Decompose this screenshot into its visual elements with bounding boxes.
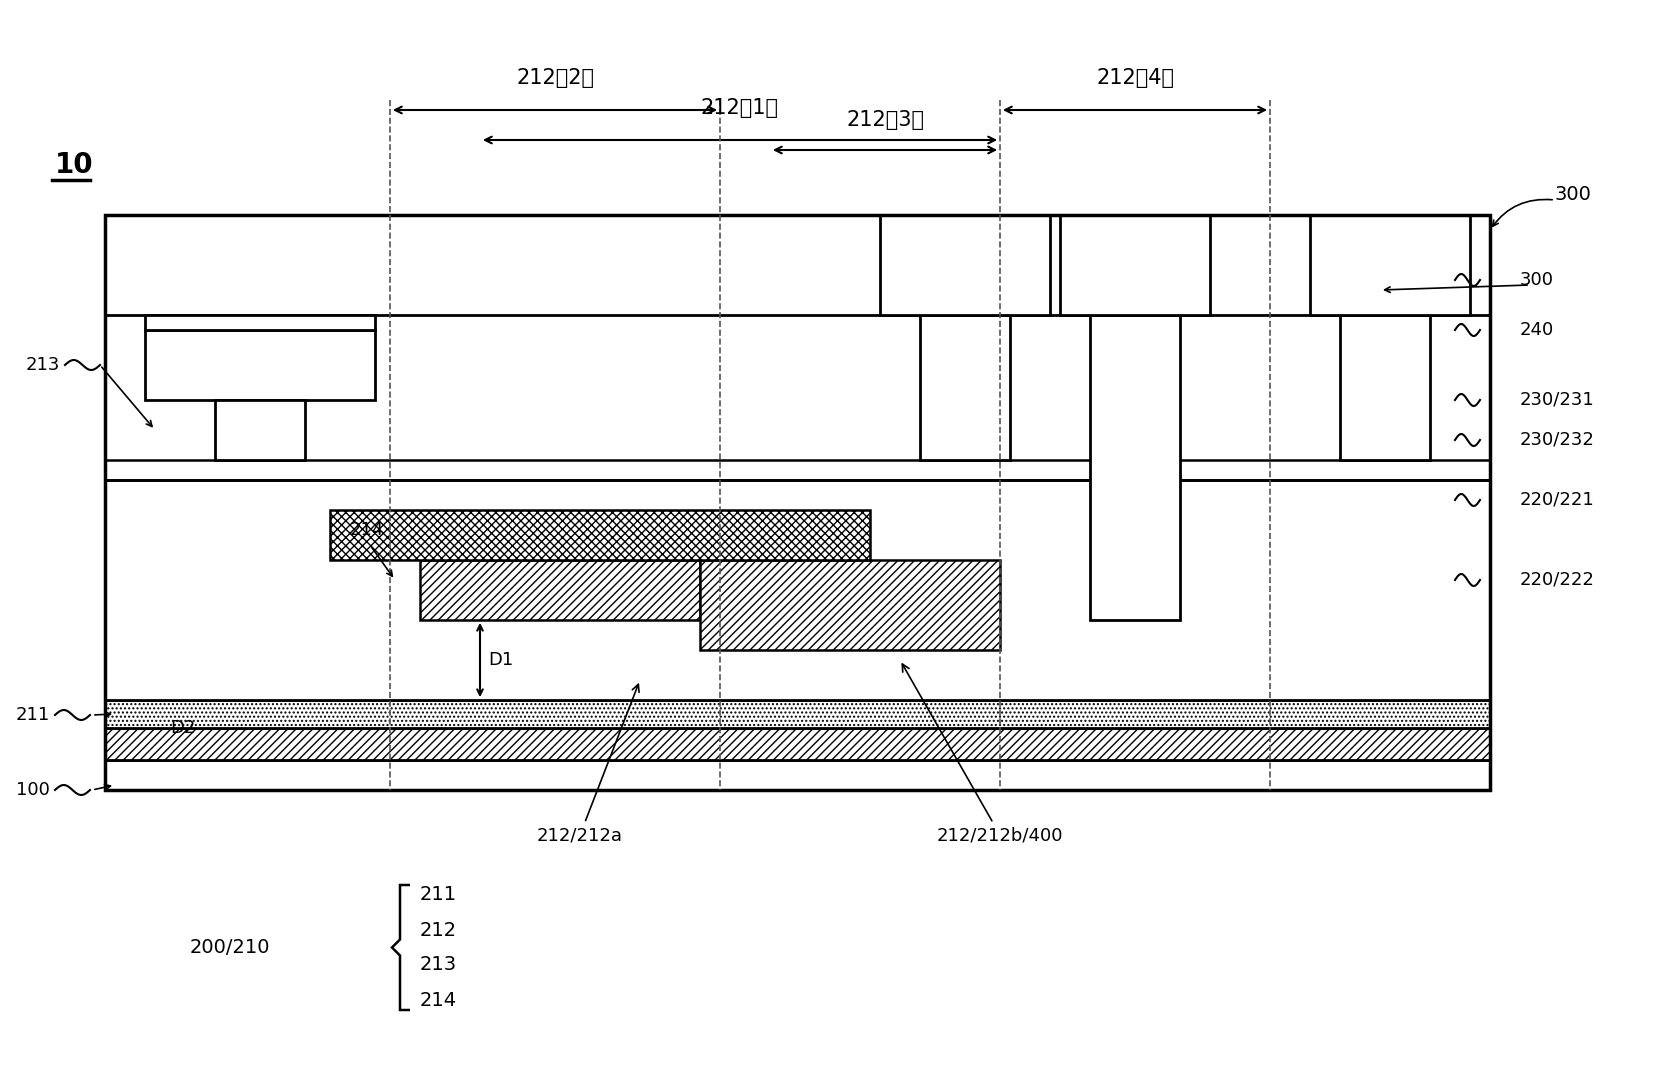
Bar <box>215 400 305 460</box>
Bar <box>144 330 374 400</box>
Text: 213: 213 <box>25 356 60 374</box>
Text: 240: 240 <box>1520 321 1554 339</box>
Bar <box>420 560 700 619</box>
Text: 212: 212 <box>420 921 456 939</box>
Text: 212（1）: 212（1） <box>701 97 779 118</box>
Bar <box>331 510 869 560</box>
Text: 214: 214 <box>351 521 384 539</box>
Text: 211: 211 <box>420 886 456 904</box>
Bar <box>1060 216 1210 315</box>
Text: 200/210: 200/210 <box>190 938 270 957</box>
Text: 230/232: 230/232 <box>1520 431 1594 449</box>
Text: D2: D2 <box>169 719 195 738</box>
Text: 212/212a: 212/212a <box>537 684 639 844</box>
Bar <box>879 216 1050 315</box>
Text: 220/222: 220/222 <box>1520 571 1594 589</box>
Bar <box>106 728 1490 760</box>
Text: 212（4）: 212（4） <box>1096 68 1175 88</box>
Text: 230/231: 230/231 <box>1520 391 1594 409</box>
Bar <box>1311 216 1470 315</box>
Bar <box>106 700 1490 728</box>
Bar <box>106 480 1490 700</box>
Text: D1: D1 <box>488 651 513 669</box>
Bar <box>700 560 1000 650</box>
Bar <box>106 760 1490 790</box>
Text: 300: 300 <box>1520 271 1554 289</box>
Bar <box>106 216 1490 790</box>
Text: 211: 211 <box>15 706 50 725</box>
Text: 212（2）: 212（2） <box>517 68 594 88</box>
Text: 212（3）: 212（3） <box>846 110 925 130</box>
Text: 300: 300 <box>1556 185 1592 205</box>
Bar <box>1091 315 1180 619</box>
Text: 100: 100 <box>17 781 50 799</box>
Text: 212/212b/400: 212/212b/400 <box>903 664 1064 844</box>
Bar <box>144 315 374 330</box>
Bar <box>920 315 1010 460</box>
Text: 10: 10 <box>55 151 94 179</box>
Text: 214: 214 <box>420 991 456 1009</box>
Text: 220/221: 220/221 <box>1520 491 1594 509</box>
Text: 213: 213 <box>420 955 456 975</box>
Bar <box>1341 315 1430 460</box>
